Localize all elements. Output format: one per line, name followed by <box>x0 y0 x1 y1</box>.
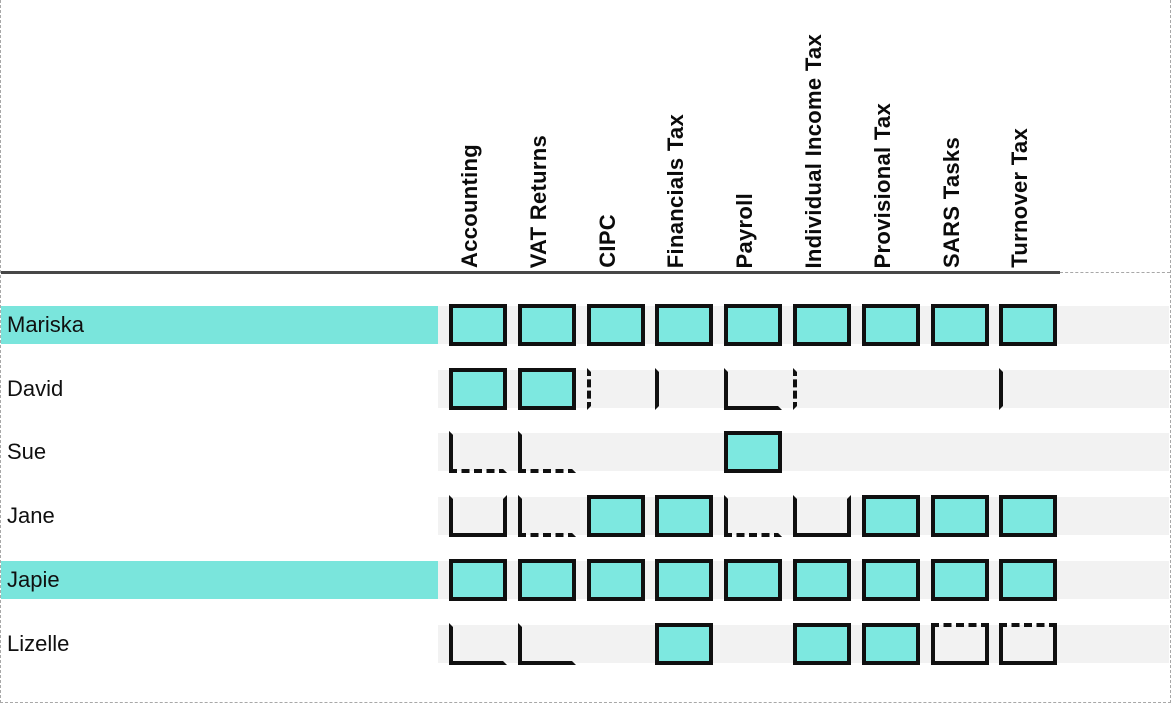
cell-david-financials-tax[interactable] <box>655 368 713 410</box>
cell-sue-accounting[interactable] <box>449 431 507 473</box>
cell-mariska-sars-tasks[interactable] <box>930 304 989 346</box>
cell-mariska-cipc[interactable] <box>586 304 645 346</box>
cell-jane-individual-income-tax[interactable] <box>793 495 851 537</box>
cell-mariska-accounting[interactable] <box>449 304 507 346</box>
column-header-accounting: Accounting <box>457 144 482 268</box>
cell-mariska-financials-tax[interactable] <box>655 304 714 346</box>
cell-jane-sars-tasks[interactable] <box>930 495 989 537</box>
row-highlight-mariska <box>1 306 438 344</box>
row-strip <box>438 433 1169 471</box>
column-header-turnover-tax: Turnover Tax <box>1007 128 1033 268</box>
cell-lizelle-vat-returns[interactable] <box>517 623 576 665</box>
cell-japie-vat-returns[interactable] <box>517 559 576 601</box>
column-header-financials-tax: Financials Tax <box>663 113 689 268</box>
cell-david-sars-tasks[interactable] <box>931 368 989 410</box>
cell-mariska-vat-returns[interactable] <box>517 304 576 346</box>
cell-japie-cipc[interactable] <box>586 559 645 601</box>
cell-sue-cipc[interactable] <box>587 431 645 473</box>
cell-lizelle-individual-income-tax[interactable] <box>793 623 851 665</box>
cell-japie-financials-tax[interactable] <box>655 559 714 601</box>
cell-david-payroll[interactable] <box>724 368 783 410</box>
cell-japie-provisional-tax[interactable] <box>861 559 920 601</box>
cell-lizelle-sars-tasks[interactable] <box>930 623 989 665</box>
cell-jane-financials-tax[interactable] <box>655 495 714 537</box>
cell-sue-turnover-tax[interactable] <box>999 431 1057 473</box>
cell-lizelle-financials-tax[interactable] <box>655 623 714 665</box>
cell-david-provisional-tax[interactable] <box>862 368 920 410</box>
cell-japie-accounting[interactable] <box>449 559 507 601</box>
column-header-provisional-tax: Provisional Tax <box>869 102 895 268</box>
cell-mariska-provisional-tax[interactable] <box>861 304 920 346</box>
cell-jane-vat-returns[interactable] <box>517 495 576 537</box>
row-name-jane: Jane <box>7 503 55 528</box>
row-name-lizelle: Lizelle <box>7 631 70 656</box>
row-highlight-japie <box>1 561 438 599</box>
column-header-cipc: CIPC <box>594 214 620 268</box>
cell-japie-payroll[interactable] <box>724 559 783 601</box>
cell-japie-individual-income-tax[interactable] <box>793 559 851 601</box>
cell-sue-payroll[interactable] <box>724 431 783 473</box>
column-header-sars-tasks: SARS Tasks <box>938 137 964 268</box>
cell-sue-vat-returns[interactable] <box>517 431 576 473</box>
cell-lizelle-provisional-tax[interactable] <box>861 623 920 665</box>
cell-lizelle-turnover-tax[interactable] <box>999 623 1058 665</box>
cell-sue-provisional-tax[interactable] <box>862 431 920 473</box>
cell-japie-turnover-tax[interactable] <box>999 559 1058 601</box>
cell-jane-cipc[interactable] <box>586 495 645 537</box>
cell-david-accounting[interactable] <box>449 368 507 410</box>
cell-lizelle-cipc[interactable] <box>587 623 645 665</box>
row-name-mariska: Mariska <box>7 312 85 337</box>
column-header-vat-returns: VAT Returns <box>525 134 551 268</box>
cell-jane-accounting[interactable] <box>449 495 507 537</box>
cell-david-turnover-tax[interactable] <box>999 368 1057 410</box>
cell-sue-sars-tasks[interactable] <box>931 431 989 473</box>
header-separator-line <box>1 271 1060 274</box>
cell-sue-individual-income-tax[interactable] <box>793 431 851 473</box>
column-header-payroll: Payroll <box>732 192 758 268</box>
cell-sue-financials-tax[interactable] <box>655 431 713 473</box>
header-separator-dashed-extension <box>1060 272 1170 273</box>
cell-mariska-turnover-tax[interactable] <box>999 304 1058 346</box>
row-name-david: David <box>7 376 64 401</box>
column-header-individual-income-tax: Individual Income Tax <box>801 33 826 269</box>
cell-david-cipc[interactable] <box>586 368 645 410</box>
cell-jane-turnover-tax[interactable] <box>999 495 1058 537</box>
cell-japie-sars-tasks[interactable] <box>930 559 989 601</box>
cell-mariska-payroll[interactable] <box>724 304 783 346</box>
cell-david-individual-income-tax[interactable] <box>793 368 851 410</box>
cell-lizelle-accounting[interactable] <box>449 623 507 665</box>
row-name-sue: Sue <box>7 439 47 464</box>
cell-jane-provisional-tax[interactable] <box>861 495 920 537</box>
row-name-japie: Japie <box>7 567 60 592</box>
cell-lizelle-payroll[interactable] <box>724 623 782 665</box>
cell-mariska-individual-income-tax[interactable] <box>793 304 851 346</box>
cell-jane-payroll[interactable] <box>724 495 783 537</box>
cell-david-vat-returns[interactable] <box>517 368 576 410</box>
